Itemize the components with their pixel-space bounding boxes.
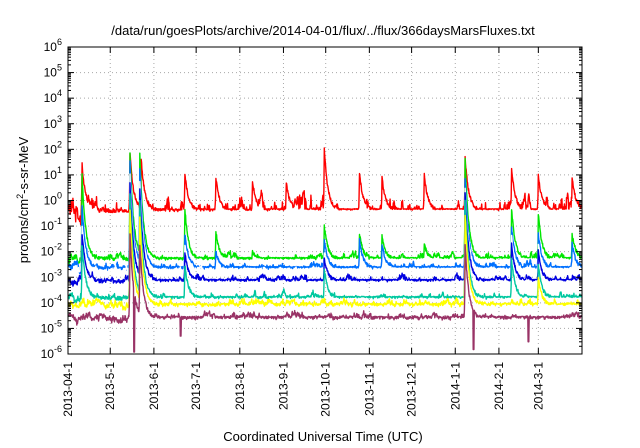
y-tick-label-exponent: 3: [57, 114, 62, 124]
y-tick-label-base: 10: [44, 66, 58, 80]
y-tick-label-base: 10: [44, 91, 58, 105]
x-axis-ticks: 2013-04-1 2013-5-1 2013-6-1 2013-7-1 2013-8-…: [61, 47, 545, 417]
series-line: [68, 209, 582, 311]
series-group: [68, 147, 582, 353]
x-tick-label: 2014-3-1: [531, 362, 545, 410]
y-tick-label-base: 10: [41, 219, 55, 233]
y-tick-label-base: 10: [44, 117, 58, 131]
y-tick-label-base: 10: [41, 270, 55, 284]
y-tick-label: 103: [44, 114, 62, 131]
y-tick-label-base: 10: [44, 168, 58, 182]
y-tick-label-base: 10: [44, 194, 58, 208]
y-tick-label-exponent: 1: [57, 165, 62, 175]
y-tick-label: 101: [44, 165, 62, 182]
y-tick-label-exponent: 6: [57, 37, 62, 47]
y-tick-label-base: 10: [44, 40, 58, 54]
y-tick-label: 106: [44, 37, 62, 54]
y-axis-label-rest: -s-sr-MeV: [16, 136, 31, 193]
y-tick-label-exponent: 5: [57, 63, 62, 73]
x-tick-label: 2013-7-1: [189, 362, 203, 410]
series-line: [68, 193, 582, 304]
x-tick-label: 2013-10-1: [319, 362, 333, 417]
x-tick-label: 2013-9-1: [276, 362, 290, 410]
x-tick-label: 2013-11-1: [362, 362, 376, 416]
y-axis-label-superscript: 2: [15, 194, 25, 199]
y-tick-label: 100: [44, 191, 62, 208]
x-tick-label: 2014-1-1: [448, 362, 462, 410]
y-tick-label-base: 10: [41, 321, 55, 335]
series-line: [68, 160, 582, 275]
x-tick-label: 2013-6-1: [147, 362, 161, 410]
series-line: [68, 147, 582, 226]
y-tick-label-exponent: 0: [57, 191, 62, 201]
y-tick-label-base: 10: [41, 347, 55, 361]
y-tick-label-exponent: -6: [54, 344, 62, 354]
y-tick-label-exponent: 2: [57, 139, 62, 149]
y-axis-label: protons/cm2-s-sr-MeV: [15, 136, 31, 263]
y-tick-label-exponent: -3: [54, 267, 62, 277]
x-tick-label: 2014-2-1: [492, 362, 506, 410]
y-tick-label: 10-6: [41, 344, 62, 361]
y-tick-label: 10-4: [41, 293, 62, 310]
y-tick-label: 10-2: [41, 242, 62, 259]
y-tick-label: 10-1: [41, 216, 62, 233]
x-tick-label: 2013-12-1: [405, 362, 419, 417]
y-tick-label: 104: [44, 88, 62, 105]
y-tick-label: 10-3: [41, 267, 62, 284]
y-tick-label-exponent: -4: [54, 293, 62, 303]
y-tick-label-exponent: -1: [54, 216, 62, 226]
y-tick-label-exponent: -5: [54, 318, 62, 328]
x-axis-label: Coordinated Universal Time (UTC): [223, 429, 422, 444]
y-tick-label-base: 10: [41, 296, 55, 310]
series-line: [68, 173, 582, 278]
y-tick-label-base: 10: [41, 245, 55, 259]
x-tick-label: 2013-5-1: [103, 362, 117, 410]
x-tick-label: 2013-8-1: [233, 362, 247, 410]
x-tick-label: 2013-04-1: [61, 362, 75, 417]
y-tick-label: 105: [44, 63, 62, 80]
series-line: [68, 182, 582, 287]
y-axis-ticks: 10-610-510-410-310-210-11001011021031041…: [41, 37, 582, 361]
y-axis-label-base: protons/cm: [16, 199, 31, 263]
y-tick-label-base: 10: [44, 142, 58, 156]
y-tick-label-exponent: -2: [54, 242, 62, 252]
series-line: [68, 233, 582, 353]
y-tick-label: 102: [44, 139, 62, 156]
y-tick-label-exponent: 4: [57, 88, 62, 98]
chart-title: /data/run/goesPlots/archive/2014-04-01/f…: [111, 23, 535, 38]
y-tick-label: 10-5: [41, 318, 62, 335]
series-line: [68, 152, 582, 265]
